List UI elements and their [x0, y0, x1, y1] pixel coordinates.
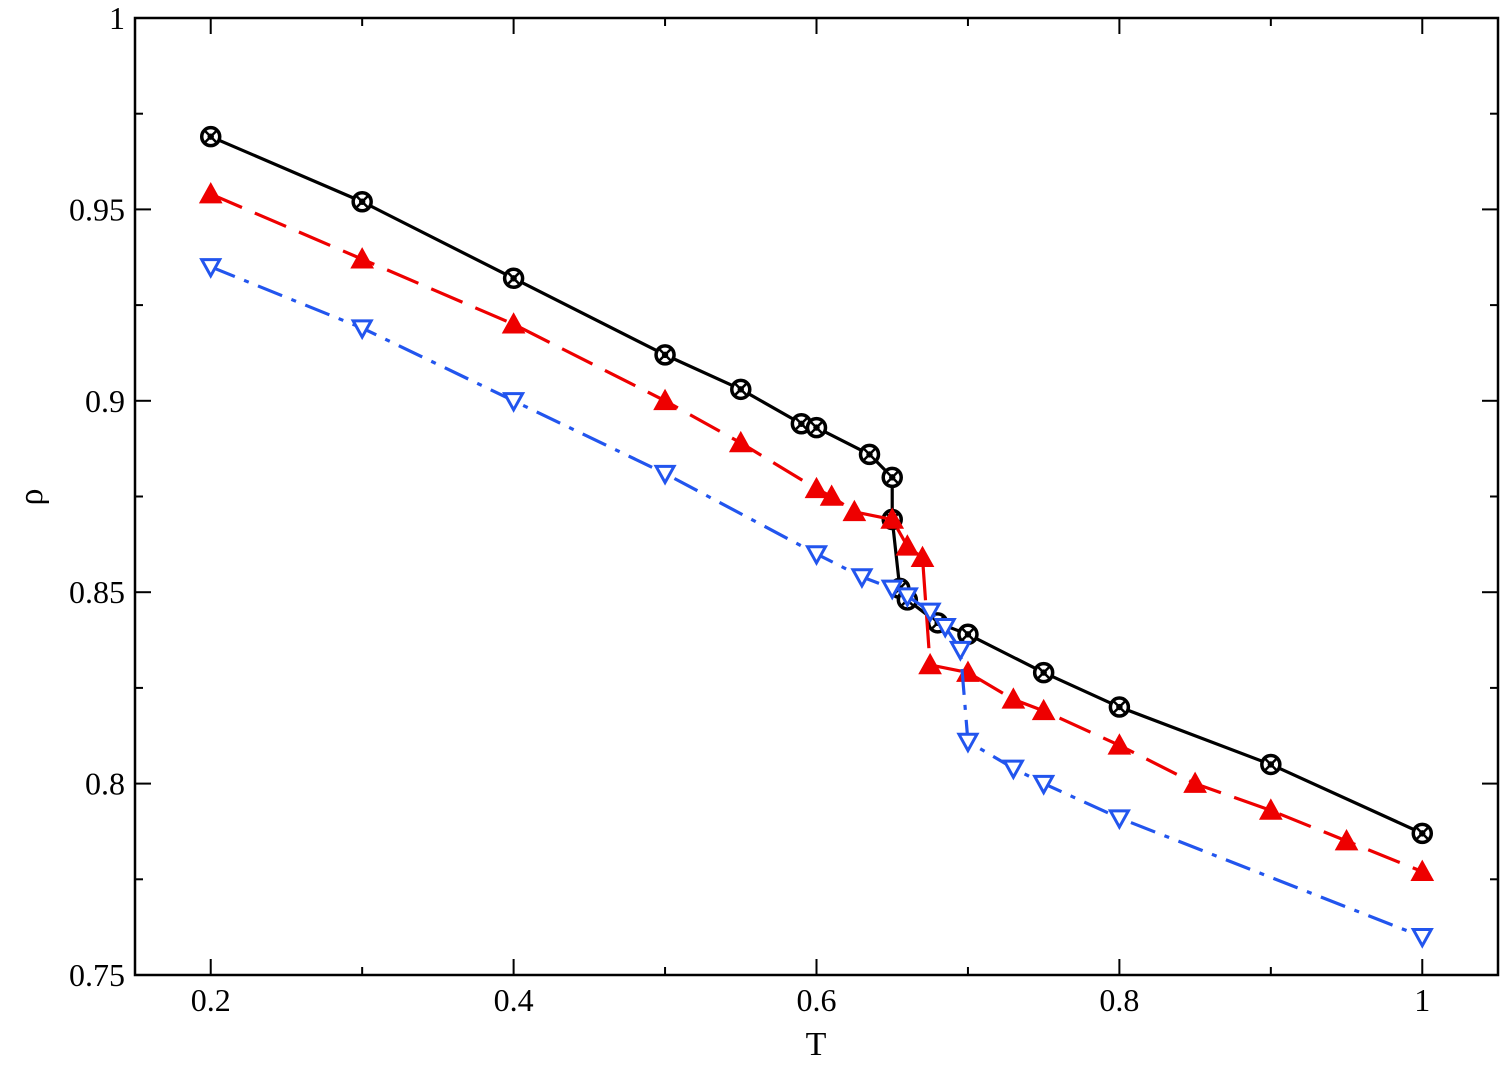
data-point — [1032, 774, 1056, 796]
data-point — [1410, 859, 1435, 881]
x-tick-label: 1 — [1414, 982, 1430, 1018]
marker-dot — [510, 275, 517, 282]
data-point — [654, 344, 676, 366]
marker-dot — [358, 198, 366, 205]
marker-dot — [661, 351, 669, 359]
data-point — [653, 464, 677, 486]
series-2 — [199, 258, 1434, 949]
y-axis-title: ρ — [13, 489, 50, 506]
data-point — [1260, 753, 1282, 776]
data-point — [918, 652, 942, 675]
data-point — [1032, 661, 1055, 684]
data-point — [895, 587, 919, 609]
data-point — [850, 568, 874, 589]
data-point — [804, 476, 829, 499]
data-point — [956, 732, 980, 754]
data-point — [1183, 771, 1207, 793]
data-point — [1108, 696, 1131, 718]
data-point — [881, 466, 903, 489]
y-tick-label: 0.9 — [85, 383, 125, 419]
data-point — [910, 545, 935, 568]
data-point — [502, 392, 526, 413]
data-point — [933, 617, 957, 639]
data-point — [805, 416, 828, 439]
marker-dot — [1267, 761, 1275, 768]
data-point — [804, 545, 829, 567]
marker-dot — [964, 631, 972, 638]
data-point — [918, 602, 942, 624]
data-point — [880, 579, 904, 601]
data-point — [501, 312, 526, 334]
series-layer — [198, 125, 1435, 949]
data-point — [880, 507, 905, 529]
marker-dot — [1040, 669, 1047, 676]
x-axis-title: T — [806, 1026, 827, 1063]
data-point — [350, 247, 375, 269]
data-point — [1031, 698, 1056, 721]
data-point — [728, 430, 753, 453]
marker-dot — [813, 424, 820, 431]
data-point — [1258, 798, 1283, 820]
data-point — [653, 388, 677, 411]
data-point — [858, 443, 881, 466]
marker-dot — [866, 451, 873, 458]
series-1-line — [210, 192, 1423, 874]
data-point — [199, 258, 223, 279]
data-point — [730, 378, 752, 401]
data-point — [1107, 809, 1131, 831]
marker-dot — [207, 133, 214, 140]
data-point — [1001, 687, 1026, 709]
x-tick-label: 0.8 — [1099, 982, 1139, 1018]
x-tick-label: 0.4 — [494, 982, 534, 1018]
series-2-line — [210, 265, 1423, 939]
marker-dot — [737, 386, 744, 393]
data-point — [199, 125, 222, 148]
tick-layer: 0.2 0.4 0.6 0.8 1 0.75 0.8 0.85 0.9 0.95 1 — [69, 0, 1498, 1018]
y-tick-label: 0.95 — [69, 191, 125, 227]
series-1 — [198, 182, 1435, 881]
x-tick-label: 0.2 — [191, 982, 231, 1018]
data-point — [1411, 822, 1434, 845]
y-tick-label: 0.75 — [69, 957, 125, 993]
data-point — [198, 182, 223, 204]
data-point — [842, 499, 867, 522]
data-point — [948, 640, 972, 662]
y-tick-label: 0.85 — [69, 574, 125, 610]
data-point — [502, 267, 525, 290]
data-point — [1410, 928, 1434, 949]
x-tick-label: 0.6 — [797, 982, 837, 1018]
data-point — [1001, 759, 1025, 781]
marker-dot — [1419, 830, 1426, 837]
data-point — [350, 319, 374, 341]
y-tick-label: 0.8 — [85, 766, 125, 802]
series-0-line — [210, 135, 1423, 835]
marker-dot — [889, 474, 896, 481]
data-point — [819, 484, 844, 506]
data-point — [895, 534, 920, 556]
data-point — [1107, 733, 1132, 755]
data-point — [351, 190, 373, 213]
data-point — [957, 623, 979, 646]
data-point — [1334, 828, 1359, 851]
marker-dot — [798, 420, 805, 427]
marker-dot — [1116, 703, 1123, 711]
y-tick-label: 1 — [109, 0, 125, 36]
